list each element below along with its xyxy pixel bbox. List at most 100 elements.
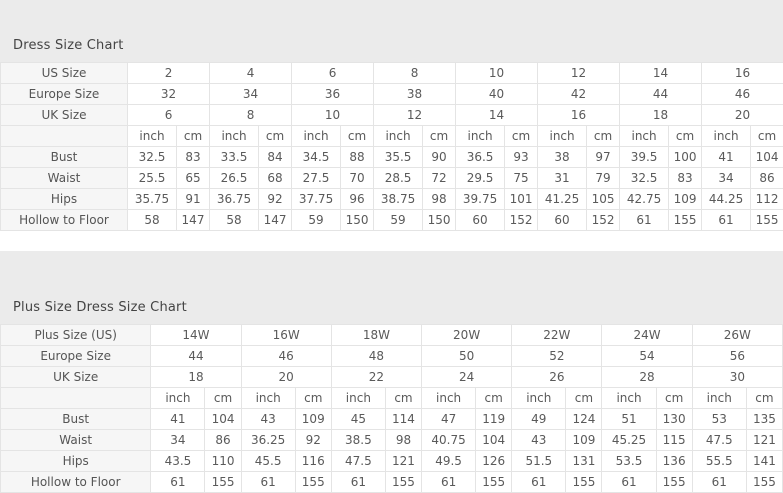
cm-value-cell: 121 [746, 430, 782, 451]
inch-value-cell: 61 [620, 210, 669, 231]
cm-value-cell: 109 [566, 430, 602, 451]
cm-value-cell: 135 [746, 409, 782, 430]
cm-value-cell: 100 [669, 147, 702, 168]
unit-label-cm: cm [259, 126, 292, 147]
size-value-cell: 4 [210, 63, 292, 84]
size-value-cell: 40 [456, 84, 538, 105]
inch-value-cell: 61 [151, 472, 205, 493]
cm-value-cell: 126 [476, 451, 512, 472]
inch-value-cell: 41 [702, 147, 751, 168]
cm-value-cell: 68 [259, 168, 292, 189]
inch-value-cell: 34 [151, 430, 205, 451]
inch-value-cell: 32.5 [128, 147, 177, 168]
unit-label-cm: cm [751, 126, 783, 147]
row-label: Hollow to Floor [1, 472, 151, 493]
cm-value-cell: 155 [656, 472, 692, 493]
row-label: Bust [1, 409, 151, 430]
size-value-cell: 6 [292, 63, 374, 84]
size-value-cell: 32 [128, 84, 210, 105]
size-value-cell: 52 [512, 346, 602, 367]
unit-label-cm: cm [587, 126, 620, 147]
inch-value-cell: 27.5 [292, 168, 341, 189]
cm-value-cell: 86 [751, 168, 783, 189]
size-value-cell: 44 [151, 346, 241, 367]
cm-value-cell: 121 [385, 451, 421, 472]
cm-value-cell: 155 [205, 472, 241, 493]
cm-value-cell: 109 [669, 189, 702, 210]
row-label: UK Size [1, 367, 151, 388]
size-value-cell: 56 [692, 346, 782, 367]
inch-value-cell: 61 [241, 472, 295, 493]
cm-value-cell: 110 [205, 451, 241, 472]
dress-size-chart-title-band: Dress Size Chart [0, 0, 783, 62]
inch-value-cell: 39.5 [620, 147, 669, 168]
inch-value-cell: 47.5 [331, 451, 385, 472]
inch-value-cell: 49.5 [422, 451, 476, 472]
cm-value-cell: 115 [656, 430, 692, 451]
unit-label-inch: inch [151, 388, 205, 409]
size-value-cell: 18 [620, 105, 702, 126]
row-label: Hollow to Floor [1, 210, 128, 231]
size-value-cell: 46 [241, 346, 331, 367]
cm-value-cell: 88 [341, 147, 374, 168]
unit-label-cm: cm [295, 388, 331, 409]
size-value-cell: 16 [538, 105, 620, 126]
inch-value-cell: 35.75 [128, 189, 177, 210]
cm-value-cell: 84 [259, 147, 292, 168]
inch-value-cell: 59 [292, 210, 341, 231]
inch-value-cell: 43 [241, 409, 295, 430]
inch-value-cell: 34.5 [292, 147, 341, 168]
plus-size-chart-title: Plus Size Dress Size Chart [13, 300, 187, 315]
inch-value-cell: 28.5 [374, 168, 423, 189]
size-value-cell: 20 [241, 367, 331, 388]
cm-value-cell: 119 [476, 409, 512, 430]
inch-value-cell: 40.75 [422, 430, 476, 451]
unit-label-cm: cm [423, 126, 456, 147]
size-value-cell: 2 [128, 63, 210, 84]
inch-value-cell: 47.5 [692, 430, 746, 451]
size-value-cell: 16 [702, 63, 783, 84]
size-value-cell: 16W [241, 325, 331, 346]
size-value-cell: 54 [602, 346, 692, 367]
size-value-cell: 22 [331, 367, 421, 388]
cm-value-cell: 130 [656, 409, 692, 430]
inch-value-cell: 29.5 [456, 168, 505, 189]
size-value-cell: 14 [620, 63, 702, 84]
unit-label-inch: inch [512, 388, 566, 409]
cm-value-cell: 92 [259, 189, 292, 210]
cm-value-cell: 141 [746, 451, 782, 472]
unit-label-inch: inch [128, 126, 177, 147]
size-value-cell: 6 [128, 105, 210, 126]
row-label: Waist [1, 168, 128, 189]
cm-value-cell: 104 [751, 147, 783, 168]
cm-value-cell: 116 [295, 451, 331, 472]
cm-value-cell: 97 [587, 147, 620, 168]
unit-label-cm: cm [177, 126, 210, 147]
unit-label-inch: inch [292, 126, 341, 147]
cm-value-cell: 86 [205, 430, 241, 451]
size-value-cell: 10 [456, 63, 538, 84]
cm-value-cell: 104 [205, 409, 241, 430]
size-value-cell: 34 [210, 84, 292, 105]
unit-label-cm: cm [505, 126, 538, 147]
inch-value-cell: 43.5 [151, 451, 205, 472]
size-value-cell: 12 [374, 105, 456, 126]
unit-label-cm: cm [656, 388, 692, 409]
cm-value-cell: 93 [505, 147, 538, 168]
inch-value-cell: 58 [128, 210, 177, 231]
inch-value-cell: 36.75 [210, 189, 259, 210]
cm-value-cell: 152 [587, 210, 620, 231]
inch-value-cell: 61 [512, 472, 566, 493]
cm-value-cell: 147 [177, 210, 210, 231]
inch-value-cell: 45.5 [241, 451, 295, 472]
size-value-cell: 8 [210, 105, 292, 126]
cm-value-cell: 101 [505, 189, 538, 210]
plus-size-dress-size-chart-section: Plus Size Dress Size Chart Plus Size (US… [0, 251, 783, 493]
row-label: Plus Size (US) [1, 325, 151, 346]
